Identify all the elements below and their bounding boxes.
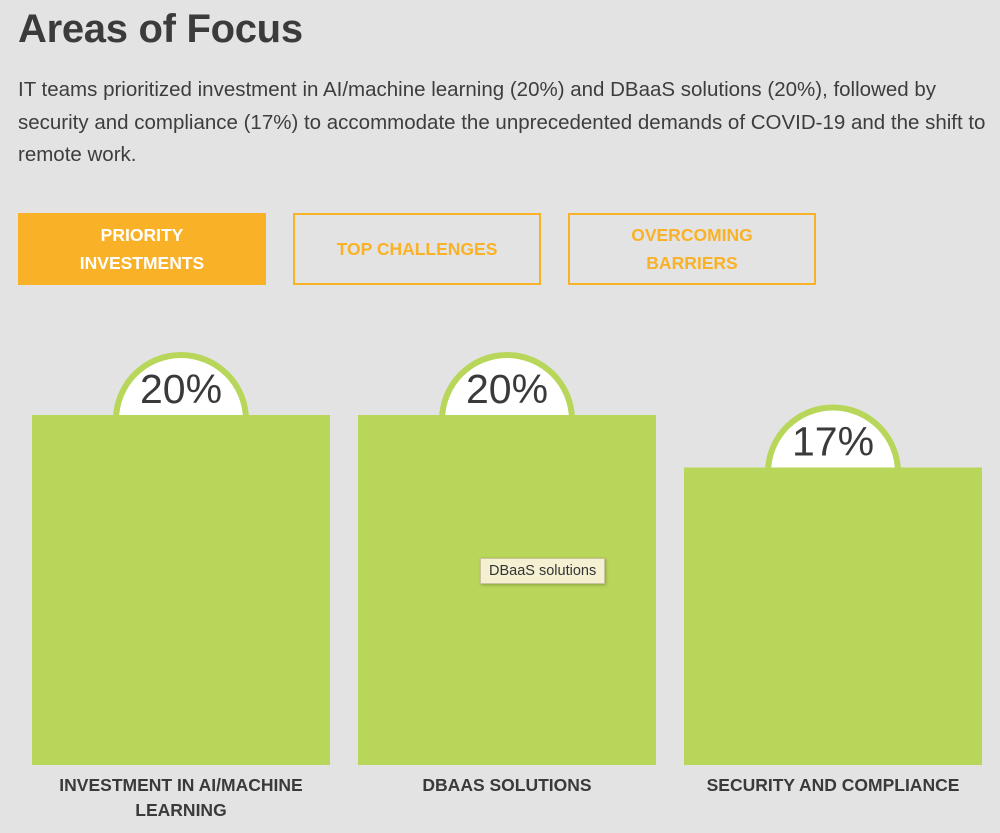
bar[interactable]	[358, 415, 656, 765]
category-label: SECURITY AND COMPLIANCE	[706, 775, 960, 795]
tab-overcoming-barriers[interactable]: OVERCOMING BARRIERS	[568, 213, 816, 285]
value-label: 20%	[140, 366, 222, 412]
tab-bar: PRIORITY INVESTMENTS TOP CHALLENGES OVER…	[18, 213, 816, 285]
value-badge-ring	[113, 352, 249, 488]
category-label: INVESTMENT IN AI/MACHINE LEARNING	[59, 775, 303, 820]
value-badge-ring	[439, 352, 575, 488]
tab-priority-investments[interactable]: PRIORITY INVESTMENTS	[18, 213, 266, 285]
value-badge	[445, 358, 569, 482]
bar-tooltip: DBaaS solutions	[480, 558, 606, 584]
value-badge	[771, 410, 895, 535]
bar[interactable]	[684, 467, 982, 766]
intro-paragraph: IT teams prioritized investment in AI/ma…	[18, 78, 986, 166]
value-badge-ring	[765, 404, 901, 541]
value-badge	[119, 358, 243, 482]
value-label: 17%	[792, 419, 874, 465]
tab-top-challenges[interactable]: TOP CHALLENGES	[293, 213, 541, 285]
value-label: 20%	[466, 366, 548, 412]
page-title: Areas of Focus	[18, 7, 303, 51]
category-label: DBAAS SOLUTIONS	[422, 775, 592, 795]
bar[interactable]	[32, 415, 330, 765]
